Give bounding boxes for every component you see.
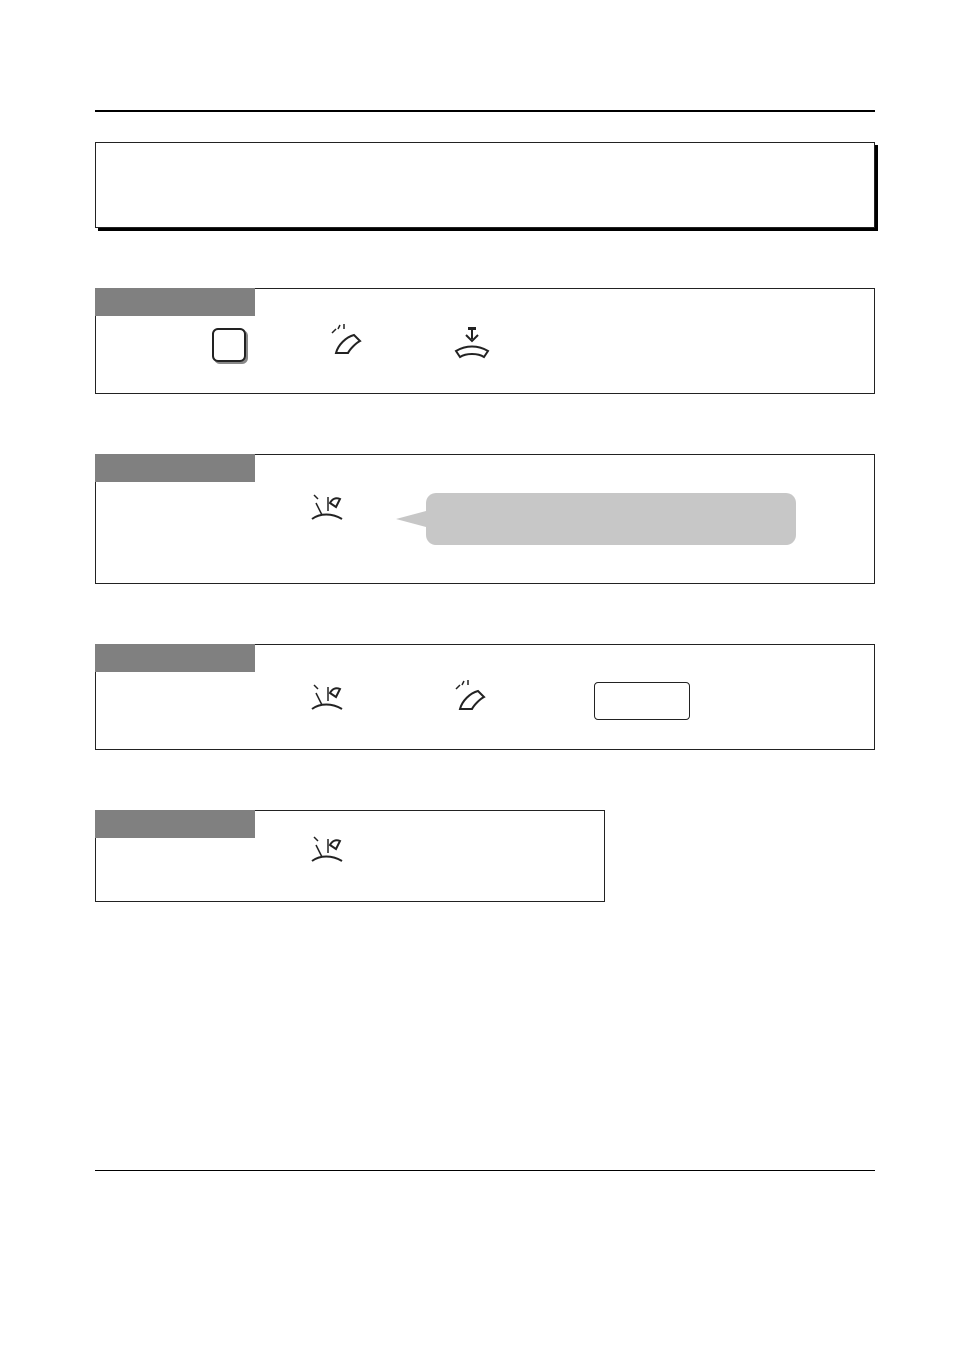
step-block-4	[95, 810, 605, 902]
step-4-row	[306, 831, 584, 875]
top-rule	[95, 110, 875, 112]
bottom-rule	[95, 1170, 875, 1171]
step-label	[95, 288, 255, 316]
small-outlined-box	[594, 682, 690, 720]
pickup-handset-icon	[306, 489, 350, 533]
handset-ringing-icon	[450, 679, 494, 723]
pickup-handset-icon	[306, 831, 350, 875]
step-label	[95, 644, 255, 672]
handset-ringing-icon	[326, 323, 370, 367]
step-block-1	[95, 288, 875, 394]
step-label	[95, 810, 255, 838]
step-3-row	[306, 679, 854, 723]
step-block-3	[95, 644, 875, 750]
step-1-row	[212, 323, 854, 367]
square-button-icon	[212, 328, 246, 362]
title-box	[95, 142, 875, 228]
step-label	[95, 454, 255, 482]
pickup-handset-icon	[306, 679, 350, 723]
arrow-down-phone-icon	[450, 323, 494, 367]
step-block-2	[95, 454, 875, 584]
callout-bubble	[426, 493, 796, 545]
